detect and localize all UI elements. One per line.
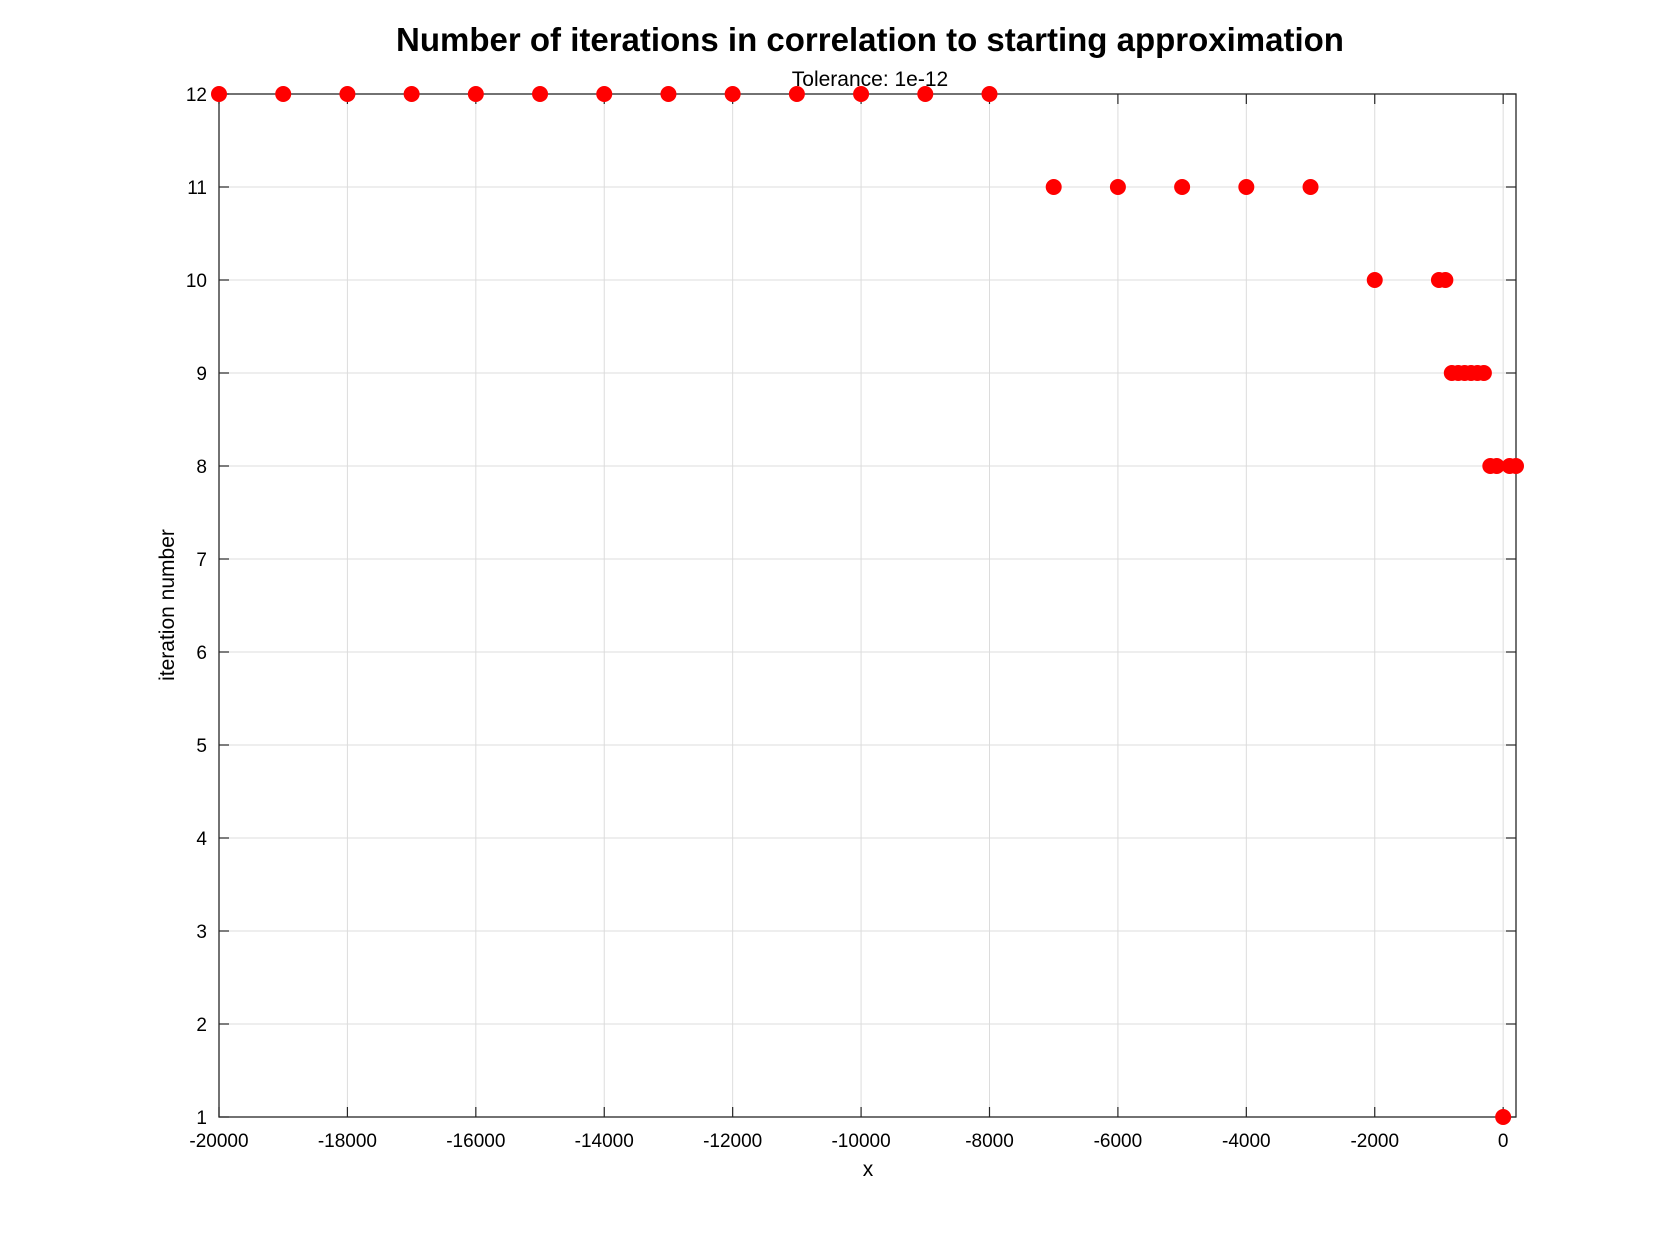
y-tick-label: 11 <box>187 178 207 199</box>
y-tick-label: 5 <box>196 736 207 757</box>
y-axis-label: iteration number <box>156 529 179 681</box>
y-tick-label: 8 <box>196 457 207 478</box>
chart-title: Number of iterations in correlation to s… <box>396 21 1344 58</box>
x-axis-label: x <box>863 1158 874 1181</box>
data-point <box>981 86 998 102</box>
data-point <box>917 86 934 102</box>
data-point <box>1302 179 1319 195</box>
x-tick-label: 0 <box>1498 1131 1509 1152</box>
y-tick-label: 6 <box>196 643 207 664</box>
y-tick-label: 12 <box>186 85 207 106</box>
data-point <box>1508 458 1524 474</box>
x-tick-label: -6000 <box>1094 1131 1143 1152</box>
data-point <box>1475 365 1492 381</box>
data-point <box>1366 272 1383 288</box>
x-tick-label: -14000 <box>575 1131 634 1152</box>
y-tick-label: 2 <box>196 1015 207 1036</box>
data-point <box>788 86 805 102</box>
data-point <box>1238 179 1255 195</box>
data-point <box>1174 179 1191 195</box>
data-point <box>596 86 613 102</box>
x-tick-label: -8000 <box>965 1131 1014 1152</box>
y-tick-label: 9 <box>196 364 207 385</box>
data-point <box>403 86 420 102</box>
data-point <box>532 86 549 102</box>
data-point <box>853 86 870 102</box>
data-point <box>1109 179 1126 195</box>
data-point <box>1488 458 1505 474</box>
x-tick-label: -12000 <box>703 1131 762 1152</box>
y-tick-label: 4 <box>196 829 207 850</box>
data-point <box>724 86 741 102</box>
y-tick-label: 1 <box>196 1108 207 1129</box>
x-tick-label: -16000 <box>446 1131 505 1152</box>
data-point <box>1045 179 1062 195</box>
x-tick-label: -20000 <box>189 1131 248 1152</box>
x-tick-label: -2000 <box>1350 1131 1399 1152</box>
data-point <box>660 86 677 102</box>
y-tick-label: 10 <box>186 271 207 292</box>
data-point <box>1495 1109 1512 1125</box>
x-tick-label: -10000 <box>831 1131 890 1152</box>
y-tick-label: 3 <box>196 922 207 943</box>
data-points <box>211 86 1524 1125</box>
data-point <box>339 86 356 102</box>
data-point <box>275 86 292 102</box>
data-point <box>211 86 227 102</box>
data-point <box>1437 272 1454 288</box>
x-tick-label: -18000 <box>318 1131 377 1152</box>
data-point <box>467 86 484 102</box>
x-tick-labels: -20000 -18000 -16000 -14000 -12000 -10000 -800… <box>189 1131 1508 1152</box>
chart-subtitle: Tolerance: 1e-12 <box>792 68 948 91</box>
x-tick-label: -4000 <box>1222 1131 1271 1152</box>
y-tick-label: 7 <box>196 550 207 571</box>
